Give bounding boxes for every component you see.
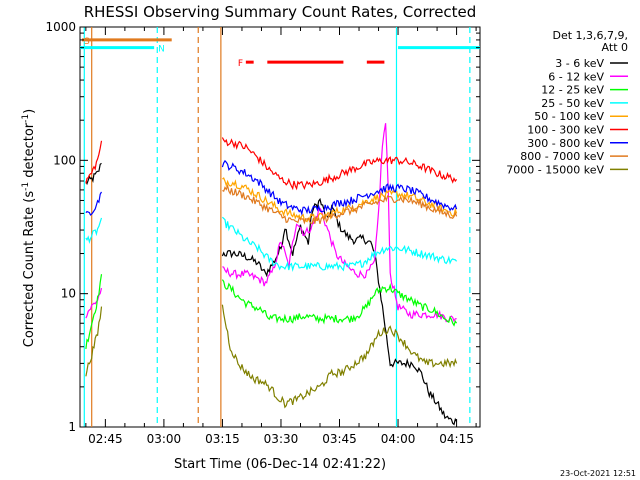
series-line-50-100-kev-1: [222, 177, 458, 223]
plot-area: S N F 1 10 100 1000 02:45 03:00 03:15 03:30 03:45…: [45, 20, 481, 446]
x-axis-label: Start Time (06-Dec-14 02:41:22): [174, 457, 386, 472]
series-line-100-300-kev-2: [221, 137, 458, 191]
series-line-7000-15000-kev-1: [85, 306, 103, 377]
y-tick-label-100: 100: [53, 153, 76, 167]
series-line-300-800-kev-1: [85, 191, 103, 216]
series-line-3-6-kev-1: [85, 162, 102, 186]
legend-label-50-100-kev: 50 - 100 keV: [534, 110, 604, 123]
series-line-6-12-kev-1: [85, 287, 103, 319]
series-line-25-50-kev-1: [85, 217, 103, 245]
x-tick-label-04-00: 04:00: [381, 432, 416, 446]
series-line-300-800-kev-2: [221, 159, 458, 216]
legend-label-3-6-kev: 3 - 6 keV: [555, 57, 604, 70]
flag-bars: S N F: [80, 37, 480, 69]
x-tick-label-03-15: 03:15: [205, 432, 240, 446]
flag-label-f: F: [238, 59, 243, 69]
series-line-6-12-kev-2: [222, 123, 457, 323]
x-tick-label-03-30: 03:30: [264, 432, 299, 446]
legend-header-line-2: Att 0: [602, 41, 628, 54]
legend-header-line-1: Det 1,3,6,7,9,: [552, 29, 628, 42]
x-tick-label-03-45: 03:45: [322, 432, 357, 446]
legend-label-7000-15000-kev: 7000 - 15000 keV: [506, 163, 604, 176]
series-lines: [85, 123, 458, 426]
x-tick-label-04-15: 04:15: [439, 432, 474, 446]
legend-label-800-7000-kev: 800 - 7000 keV: [520, 150, 604, 163]
x-tick-label-02-45: 02:45: [88, 432, 123, 446]
x-tick-label-03-00: 03:00: [147, 432, 182, 446]
series-line-12-25-kev-1: [85, 274, 103, 349]
y-tick-label-1000: 1000: [45, 20, 76, 34]
vertical-markers: [83, 27, 471, 427]
legend-label-100-300-kev: 100 - 300 keV: [527, 124, 604, 137]
footer-timestamp: 23-Oct-2021 12:51: [560, 469, 636, 478]
flag-label-s: S: [84, 37, 90, 47]
y-axis-label: Corrected Count Rate (s-1 detector-1): [21, 109, 37, 347]
chart-title: RHESSI Observing Summary Count Rates, Co…: [84, 3, 477, 21]
y-tick-label-1: 1: [68, 420, 76, 434]
series-line-100-300-kev-1: [85, 140, 103, 184]
series-line-3-6-kev-2: [221, 197, 458, 426]
flag-label-n: N: [158, 45, 165, 55]
legend-label-25-50-kev: 25 - 50 keV: [541, 97, 604, 110]
legend-label-300-800-kev: 300 - 800 keV: [527, 137, 604, 150]
y-tick-label-10: 10: [61, 287, 76, 301]
legend-label-6-12-kev: 6 - 12 keV: [548, 70, 604, 83]
x-axis-ticks: 02:45 03:00 03:15 03:30 03:45 04:00 04:15: [85, 27, 477, 446]
plot-frame: [79, 26, 481, 428]
series-line-25-50-kev-2: [221, 216, 458, 272]
y-axis-ticks: 1 10 100 1000: [45, 20, 480, 434]
series-line-12-25-kev-2: [221, 279, 458, 327]
legend-label-12-25-kev: 12 - 25 keV: [541, 84, 604, 97]
series-line-800-7000-kev-1: [222, 183, 458, 225]
series-line-7000-15000-kev-2: [221, 304, 458, 409]
